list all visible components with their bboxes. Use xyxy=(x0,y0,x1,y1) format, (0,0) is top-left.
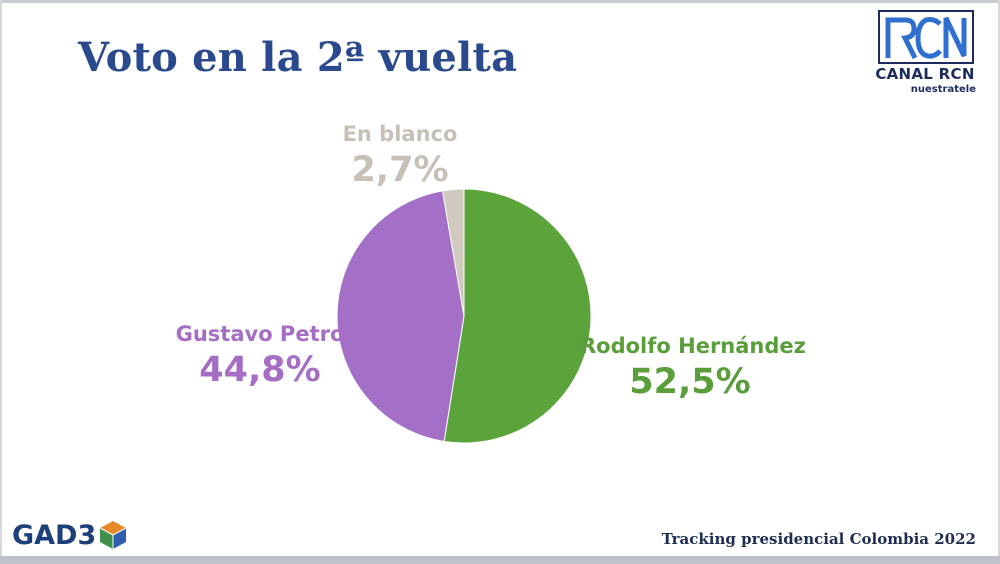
label-en-blanco-name: En blanco xyxy=(342,122,458,146)
chart-title: Voto en la 2ª vuelta xyxy=(78,34,518,81)
gad3-logo-text: GAD3 xyxy=(12,519,97,551)
rcn-logo-icon xyxy=(878,10,974,64)
gad3-cube-icon xyxy=(100,521,127,549)
label-en-blanco-value: 2,7% xyxy=(351,150,449,190)
frame-left-border xyxy=(0,0,2,564)
rcn-logo-text: CANAL RCN xyxy=(875,65,975,83)
label-gustavo-petro-name: Gustavo Petro xyxy=(175,322,345,346)
frame-right-border xyxy=(998,0,1000,564)
rcn-logo-tagline: nuestratele xyxy=(910,84,976,95)
label-en-blanco: En blanco 2,7% xyxy=(330,122,470,190)
frame-bottom-border xyxy=(0,556,1000,564)
pie-slice-en-blanco xyxy=(441,188,465,317)
pie-chart xyxy=(336,188,592,444)
label-gustavo-petro: Gustavo Petro 44,8% xyxy=(170,322,350,390)
pie-slice-gustavo-petro xyxy=(336,190,465,443)
pie-slice-rodolfo-hernandez xyxy=(443,188,592,444)
frame-top-border xyxy=(0,0,1000,3)
label-rodolfo-hernandez-name: Rodolfo Hernández xyxy=(580,334,806,358)
label-gustavo-petro-value: 44,8% xyxy=(199,350,321,390)
label-rodolfo-hernandez: Rodolfo Hernández 52,5% xyxy=(580,334,806,402)
footer-caption: Tracking presidencial Colombia 2022 xyxy=(661,530,976,548)
rcn-logo: CANAL RCN nuestratele xyxy=(872,10,978,102)
label-rodolfo-hernandez-value: 52,5% xyxy=(629,362,751,402)
gad3-logo: GAD3 xyxy=(12,518,127,552)
